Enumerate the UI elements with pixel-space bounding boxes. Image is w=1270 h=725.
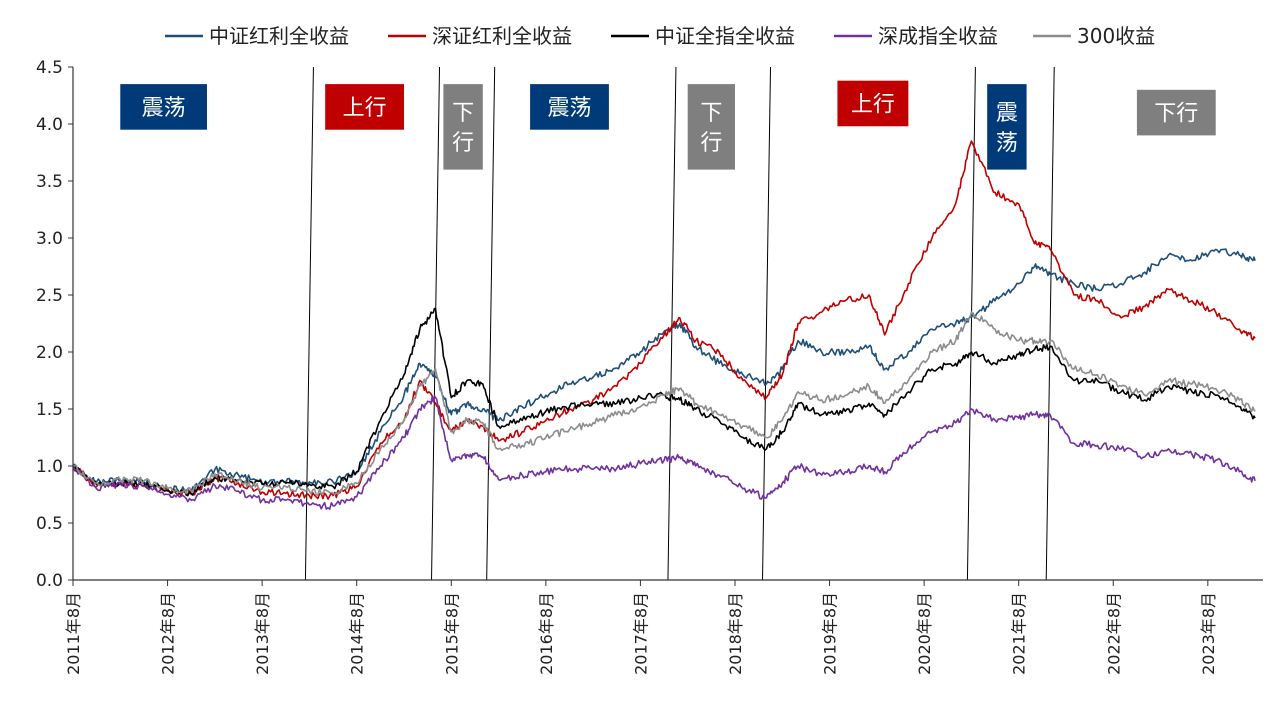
phase-divider-line	[1045, 66, 1055, 581]
y-tick-label: 2.5	[36, 286, 63, 306]
x-tick-label: 2017年8月	[631, 592, 650, 675]
phase-label-box	[687, 84, 735, 170]
phase-divider-line	[431, 66, 441, 581]
series-line	[72, 140, 1256, 500]
x-tick-label: 2022年8月	[1104, 592, 1123, 675]
x-tick-label: 2023年8月	[1199, 592, 1218, 675]
x-tick-label: 2016年8月	[537, 592, 556, 675]
x-tick-label: 2014年8月	[348, 592, 367, 675]
x-tick-label: 2019年8月	[821, 592, 840, 675]
y-tick-label: 0.0	[36, 571, 63, 591]
phase-label-box	[837, 80, 909, 127]
series-line	[72, 395, 1256, 510]
series-line	[72, 311, 1256, 497]
phase-label-char: 震	[996, 101, 1018, 126]
x-tick-label: 2011年8月	[64, 592, 83, 675]
x-tick-label: 2020年8月	[915, 592, 934, 675]
phase-label-box	[443, 84, 483, 170]
x-tick-label: 2013年8月	[253, 592, 272, 675]
x-tick-label: 2021年8月	[1010, 592, 1029, 675]
phase-label-char: 荡	[996, 131, 1018, 156]
phase-divider-line	[486, 66, 496, 581]
x-tick-label: 2012年8月	[159, 592, 178, 675]
y-tick-label: 3.5	[36, 172, 63, 192]
phase-label-char: 下	[452, 101, 474, 126]
phase-label-char: 行	[452, 131, 474, 156]
y-tick-label: 2.0	[36, 343, 63, 363]
legend-label: 中证红利全收益	[209, 24, 349, 48]
phase-label-box	[530, 84, 609, 130]
phase-divider-line	[762, 66, 772, 581]
phase-label: 震荡	[547, 96, 591, 121]
legend-label: 300收益	[1077, 24, 1155, 48]
phase-label-box	[325, 84, 404, 130]
phase-label: 上行	[343, 96, 387, 121]
legend-label: 深证红利全收益	[432, 24, 572, 48]
phase-divider-line	[667, 66, 677, 581]
y-tick-label: 3.0	[36, 229, 63, 249]
legend-label: 深成指全收益	[878, 24, 998, 48]
y-tick-label: 0.5	[36, 514, 63, 534]
phase-label-box	[120, 84, 207, 130]
legend: 中证红利全收益 深证红利全收益 中证全指全收益 深成指全收益 300收益	[165, 24, 1155, 48]
y-tick-label: 4.5	[36, 58, 63, 78]
y-tick-label: 1.0	[36, 457, 63, 477]
phase-label: 上行	[851, 92, 895, 117]
series-lines	[72, 140, 1256, 510]
x-tick-label: 2015年8月	[442, 592, 461, 675]
phase-label-char: 行	[700, 131, 722, 156]
phase-label-box	[987, 84, 1027, 170]
phase-label: 震荡	[142, 96, 186, 121]
phase-dividers	[304, 66, 1055, 581]
phase-label-box	[1136, 89, 1216, 136]
x-tick-label: 2018年8月	[726, 592, 745, 675]
series-line	[72, 307, 1256, 497]
phase-label-char: 下	[700, 101, 722, 126]
legend-label: 中证全指全收益	[655, 24, 795, 48]
axes: 0.0 0.5 1.0 1.5 2.0 2.5 3.0 3.5 4.0 4.5 2011年8月 201…	[36, 58, 1263, 675]
phase-label: 下行	[1154, 102, 1198, 127]
y-tick-label: 1.5	[36, 400, 63, 420]
y-tick-label: 4.0	[36, 115, 63, 135]
phase-divider-line	[966, 66, 976, 581]
